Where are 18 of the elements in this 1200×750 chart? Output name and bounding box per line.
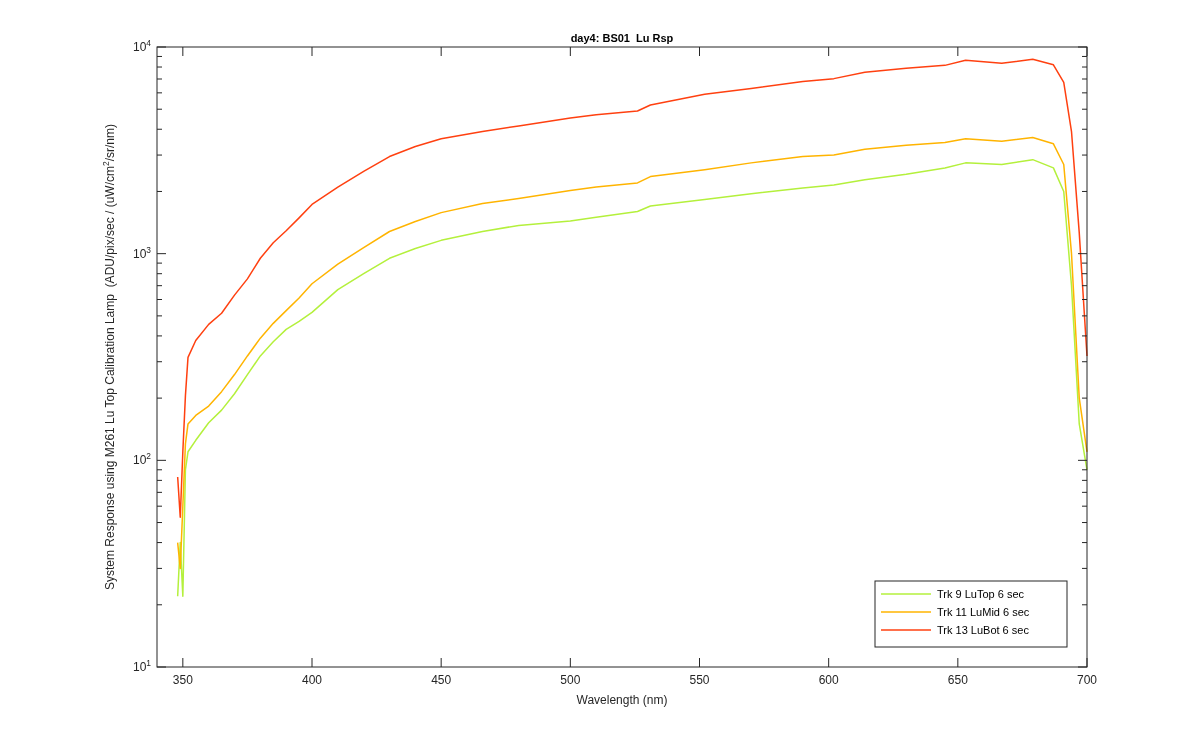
chart-title: day4: BS01 Lu Rsp: [570, 32, 674, 44]
x-tick-label: 550: [689, 673, 710, 687]
y-tick-label: 10$^{2}$: [132, 451, 152, 468]
legend-label: Trk 11 LuMid 6 sec: [937, 606, 1030, 618]
line-series: [176, 58, 1088, 519]
x-tick-label: 700: [1076, 673, 1098, 687]
x-tick-label: 650: [947, 673, 969, 687]
x-tick-label: 500: [560, 673, 581, 687]
y-tick-label: 10$^{3}$: [132, 244, 152, 261]
legend-label: Trk 13 LuBot 6 sec: [937, 624, 1030, 636]
x-tick-label: 600: [818, 673, 839, 687]
x-axis-title: Wavelength (nm): [576, 693, 668, 707]
x-tick-label: 350: [172, 673, 194, 687]
legend-label: Trk 9 LuTop 6 sec: [937, 588, 1025, 600]
x-tick-label: 450: [431, 673, 452, 687]
y-tick-label: 10$^{4}$: [132, 38, 152, 54]
y-tick-label: 10$^{1}$: [132, 658, 152, 674]
x-tick-label: 400: [301, 673, 323, 687]
